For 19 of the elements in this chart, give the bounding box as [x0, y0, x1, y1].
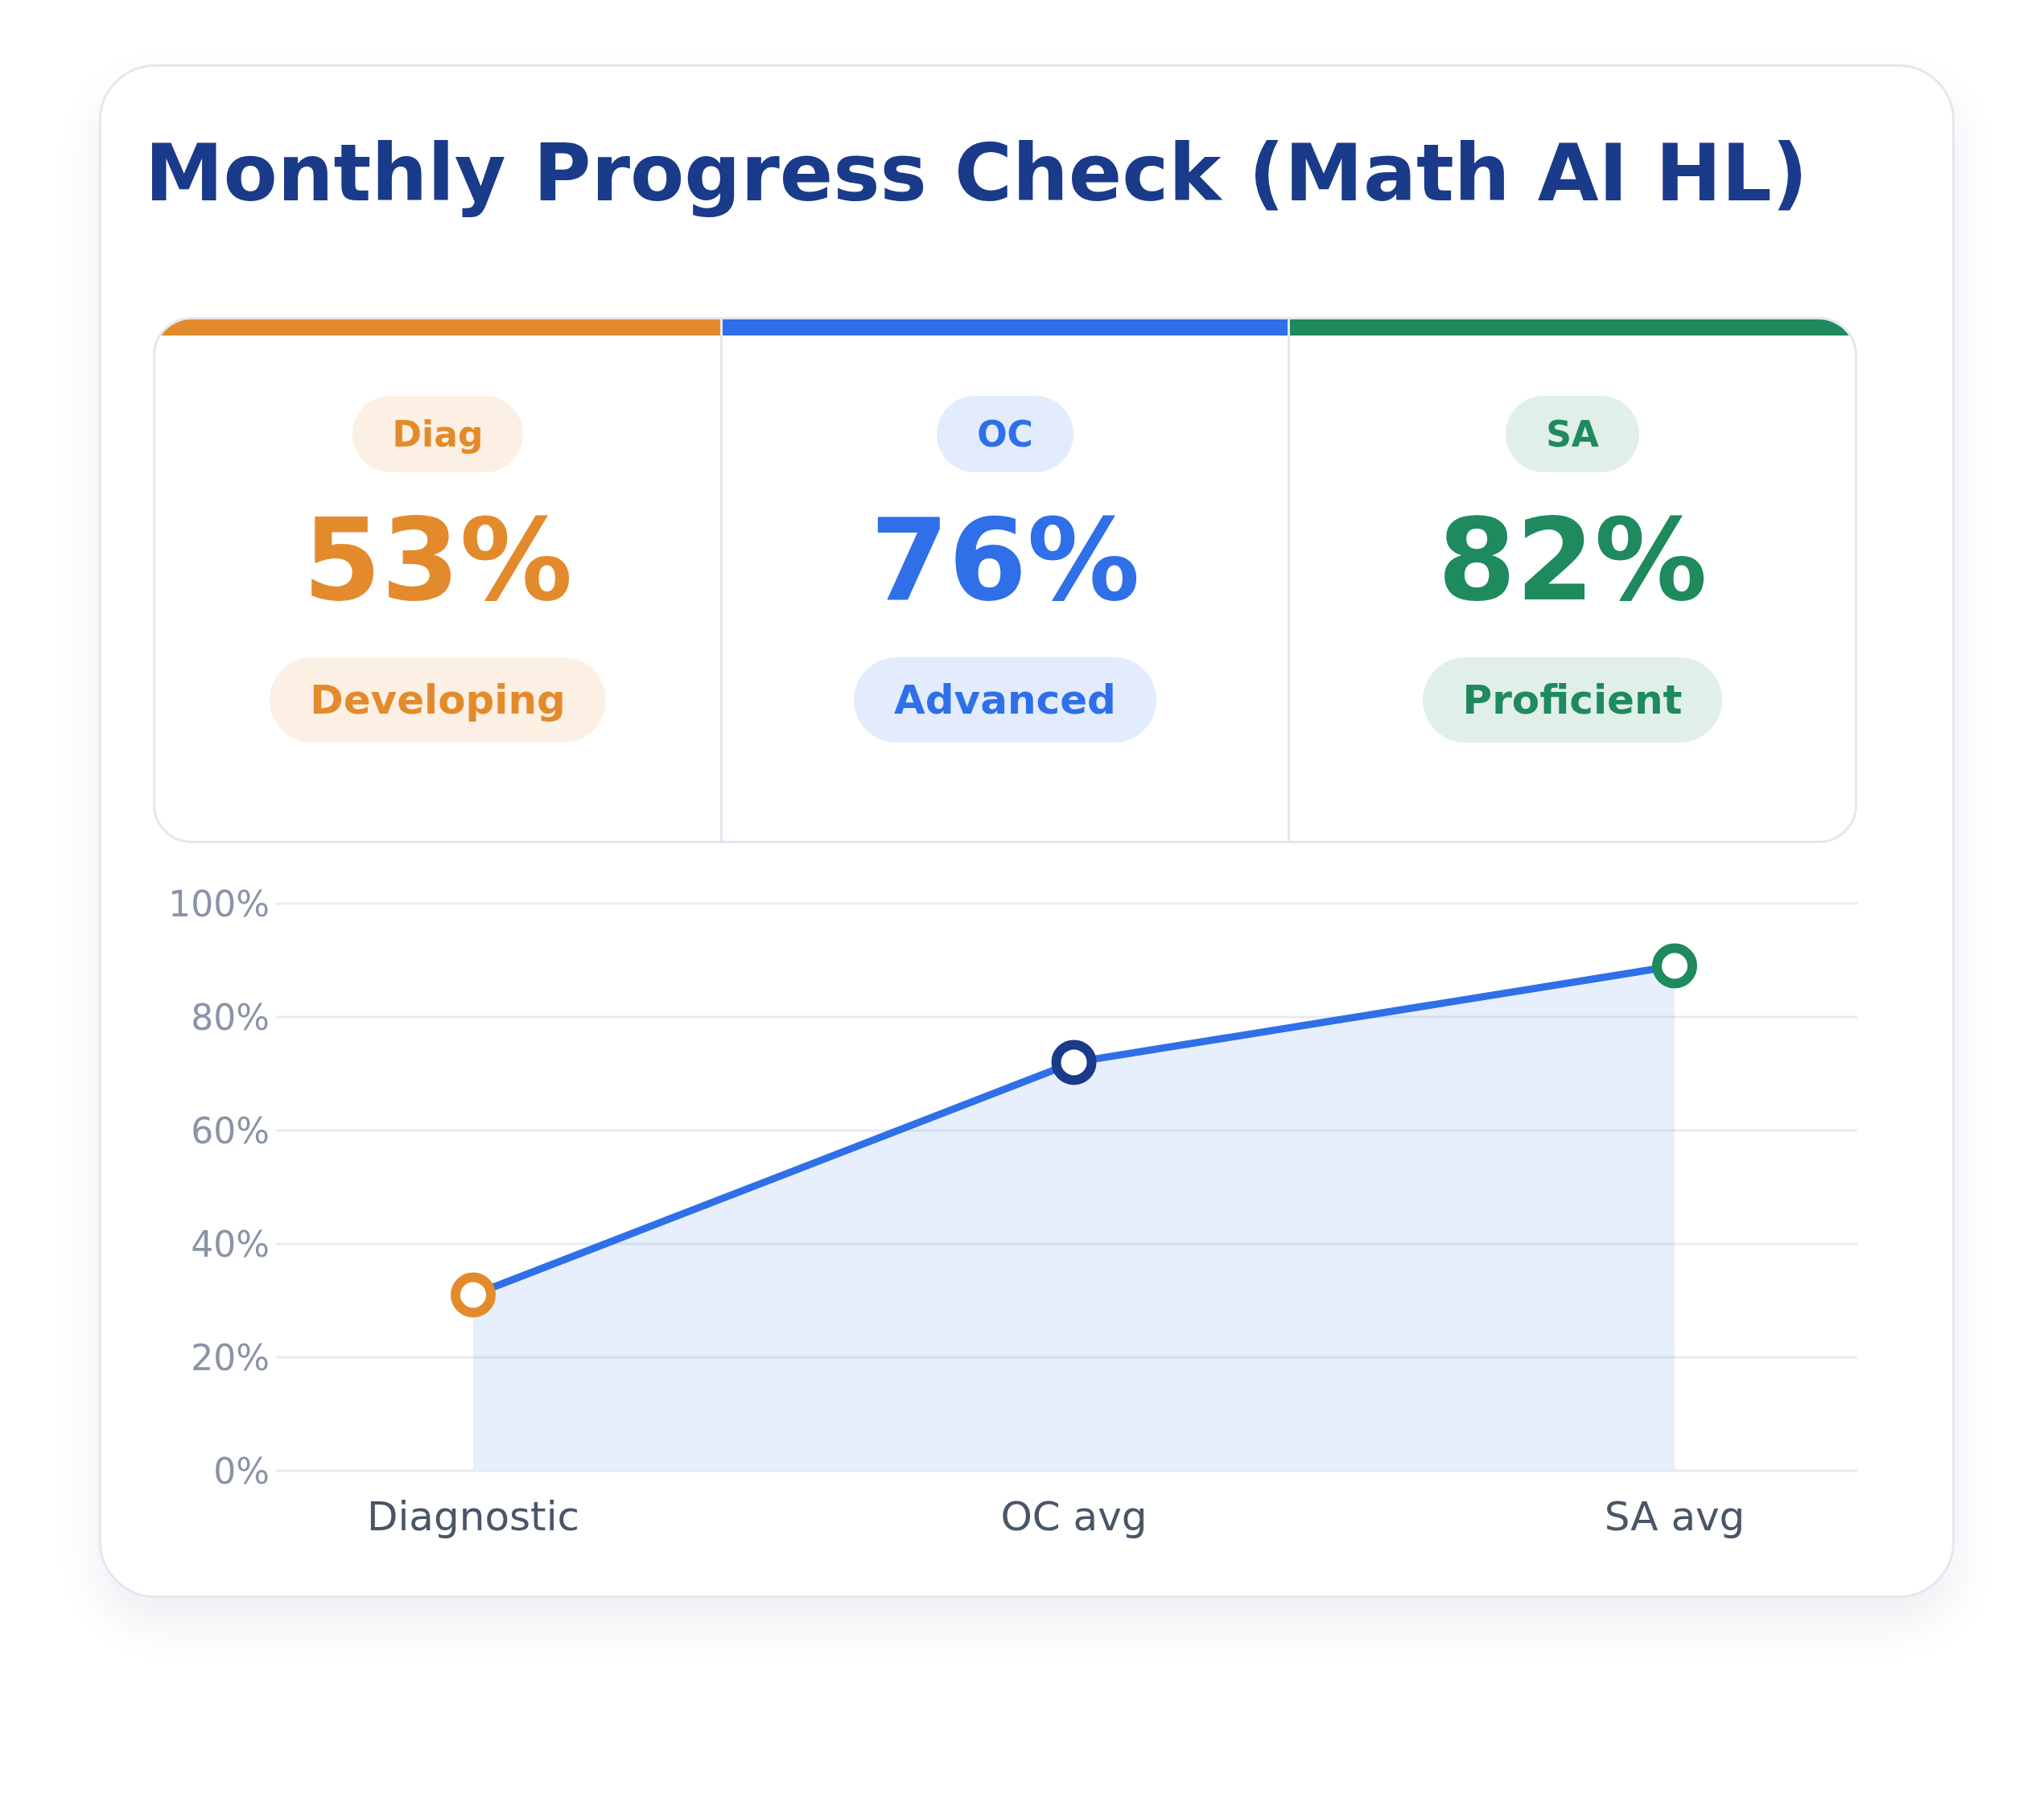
x-tick-label: Diagnostic: [366, 1492, 580, 1540]
text: 53%: [303, 495, 573, 626]
text: 76%: [870, 495, 1140, 626]
text: Proficient: [1422, 657, 1723, 743]
text: Advanced: [854, 657, 1156, 743]
y-tick-label: 40%: [191, 1223, 270, 1265]
category-label: OC: [937, 396, 1074, 472]
y-tick-label: 80%: [191, 996, 270, 1038]
x-tick-label: OC avg: [1000, 1492, 1148, 1540]
text: Monthly Progress Check (Math AI HL): [145, 127, 1808, 219]
y-tick-label: 20%: [191, 1336, 270, 1378]
y-tick-label: 100%: [168, 883, 270, 924]
text: Developing: [270, 657, 606, 743]
text: 82%: [1437, 495, 1708, 626]
y-tick-label: 0%: [213, 1450, 270, 1492]
y-tick-label: 60%: [191, 1109, 270, 1151]
category-label: Diag: [352, 396, 524, 472]
category-label: SA: [1506, 396, 1639, 472]
x-tick-label: SA avg: [1604, 1492, 1745, 1540]
